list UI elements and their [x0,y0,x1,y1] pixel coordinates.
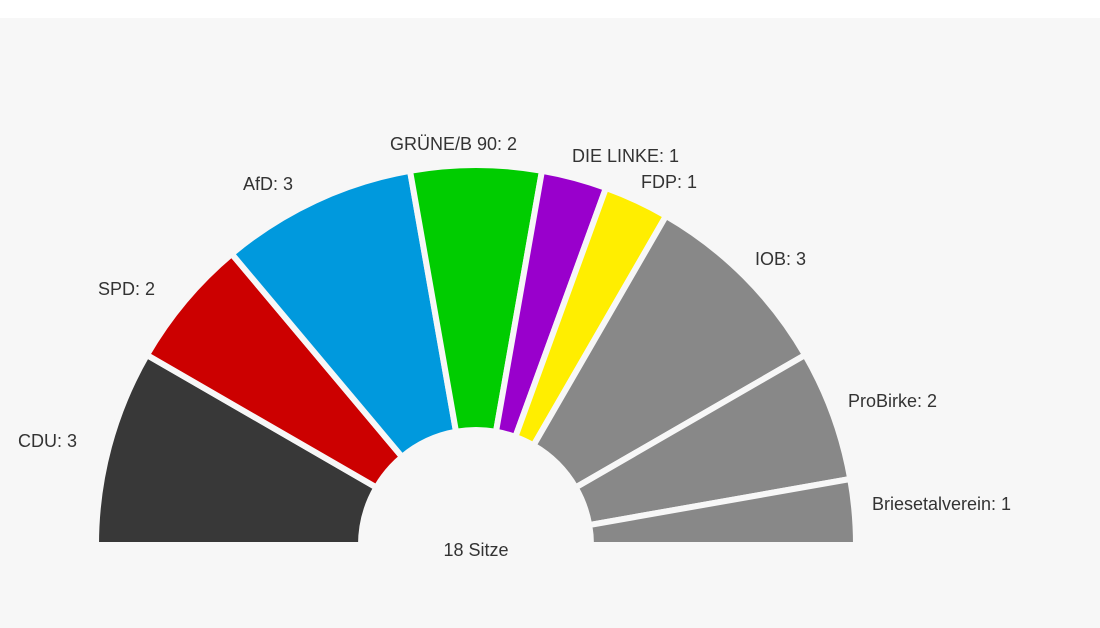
label-afd: AfD: 3 [243,174,293,194]
slice-afd [227,167,460,462]
slice-cdu [92,350,381,548]
label-cdu: CDU: 3 [18,431,77,451]
label-probirke: ProBirke: 2 [848,391,937,411]
label-gr-ne-b-90: GRÜNE/B 90: 2 [390,134,517,154]
label-spd: SPD: 2 [98,279,155,299]
label-iob: IOB: 3 [755,249,806,269]
label-die-linke: DIE LINKE: 1 [572,146,679,166]
baseline-mask [0,545,1100,628]
total-seats-label: 18 Sitze [443,540,508,560]
label-fdp: FDP: 1 [641,172,697,192]
slice-iob [529,211,810,492]
seat-slices [0,162,1100,628]
party-labels: CDU: 3 SPD: 2 AfD: 3 GRÜNE/B 90: 2 DIE LINKE… [18,134,1011,514]
label-briesetalverein: Briesetalverein: 1 [872,494,1011,514]
